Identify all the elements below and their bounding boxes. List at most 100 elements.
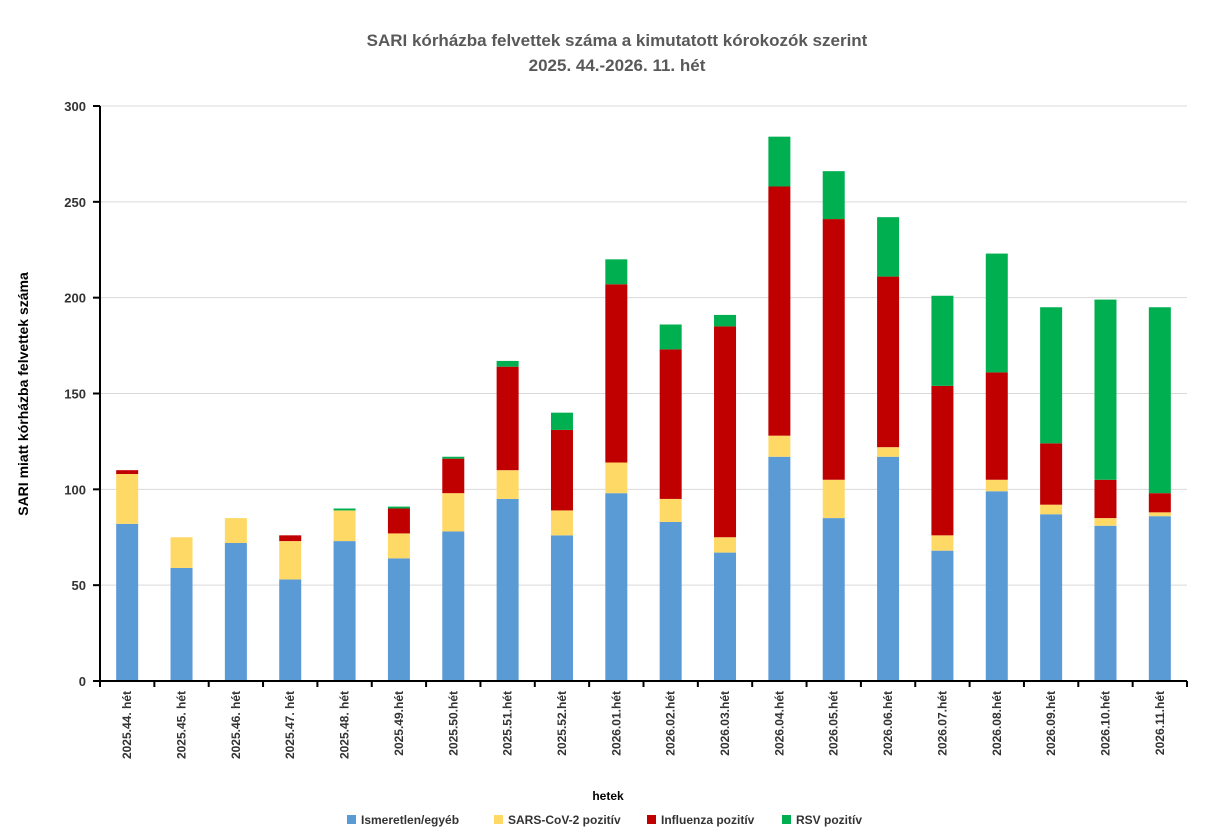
y-tick-label: 100 <box>64 482 86 497</box>
bar-segment <box>1094 525 1117 681</box>
bar-segment <box>822 219 845 480</box>
bar-segment <box>768 435 791 457</box>
axes: 0 50 100 150 200 250 300 2025.44. hét 2025.45. h… <box>64 99 1188 759</box>
bar-segment <box>387 533 410 559</box>
x-tick-label: 2026.07.hét <box>935 691 949 756</box>
bar-segment <box>768 186 791 436</box>
bar-segment <box>985 479 1008 492</box>
legend-swatch <box>347 815 356 824</box>
bar-stack <box>768 136 791 681</box>
bar-segment <box>931 535 954 551</box>
y-tick-label: 150 <box>64 387 86 402</box>
x-tick-label: 2025.50.hét <box>446 691 460 756</box>
legend-item: RSV pozitív <box>782 813 862 827</box>
bar-segment <box>116 470 139 474</box>
x-tick-label: 2025.49.hét <box>392 691 406 756</box>
legend-item: SARS-CoV-2 pozitív <box>494 813 621 827</box>
bar-segment <box>550 429 573 511</box>
bar-segment <box>659 498 682 522</box>
bar-stack <box>714 314 737 681</box>
legend-label: RSV pozitív <box>796 813 862 827</box>
bar-segment <box>877 217 900 277</box>
bar-segment <box>659 324 682 350</box>
x-tick-label: 2025.45. hét <box>175 691 189 759</box>
y-tick-label: 250 <box>64 195 86 210</box>
bar-segment <box>333 508 356 511</box>
bar-segment <box>1094 299 1117 480</box>
bar-segment <box>659 521 682 681</box>
x-tick-label: 2026.06.hét <box>881 691 895 756</box>
x-tick-label: 2025.51.hét <box>501 691 515 756</box>
legend: Ismeretlen/egyéb SARS-CoV-2 pozitív Influe… <box>347 813 862 827</box>
bar-segment <box>116 523 139 681</box>
bar-segment <box>224 543 247 681</box>
bar-segment <box>442 493 465 532</box>
bar-segment <box>877 447 900 457</box>
bar-segment <box>822 518 845 681</box>
bar-stack <box>442 456 465 681</box>
bar-segment <box>931 295 954 386</box>
chart-title: SARI kórházba felvettek száma a kimutato… <box>367 31 868 50</box>
bar-segment <box>605 284 628 463</box>
bar-segment <box>877 456 900 681</box>
x-tick-label: 2026.04.hét <box>772 691 786 756</box>
bar-segment <box>442 458 465 494</box>
legend-item: Ismeretlen/egyéb <box>347 813 459 827</box>
bar-stack <box>931 295 954 681</box>
bar-segment <box>1094 518 1117 526</box>
y-tick-label: 50 <box>72 578 86 593</box>
bar-segment <box>605 462 628 494</box>
bar-stack <box>605 259 628 681</box>
legend-label: Influenza pozitív <box>661 813 755 827</box>
bar-segment <box>387 506 410 509</box>
x-tick-label: 2025.52.hét <box>555 691 569 756</box>
bar-segment <box>224 518 247 543</box>
bar-stack <box>877 217 900 681</box>
x-tick-label: 2026.09.hét <box>1044 691 1058 756</box>
legend-swatch <box>647 815 656 824</box>
bar-segment <box>1148 493 1171 513</box>
bar-stack <box>1094 299 1117 681</box>
bar-segment <box>931 550 954 681</box>
bar-segment <box>768 456 791 681</box>
bar-stack <box>387 506 410 681</box>
bar-stack <box>333 508 356 681</box>
bar-segment <box>279 535 302 542</box>
bar-segment <box>1040 514 1063 681</box>
bar-segment <box>659 349 682 499</box>
y-tick-label: 200 <box>64 291 86 306</box>
bar-stack <box>659 324 682 681</box>
y-tick-label: 0 <box>79 674 86 689</box>
bar-segment <box>605 259 628 285</box>
x-tick-label: 2026.02.hét <box>664 691 678 756</box>
bar-segment <box>170 567 193 681</box>
bar-segment <box>496 366 519 471</box>
bar-segment <box>333 541 356 681</box>
bars <box>116 136 1171 681</box>
x-tick-label: 2026.10.hét <box>1098 691 1112 756</box>
bar-segment <box>877 276 900 448</box>
bar-segment <box>1148 516 1171 681</box>
bar-segment <box>279 541 302 580</box>
bar-segment <box>496 498 519 681</box>
bar-stack <box>985 253 1008 681</box>
bar-segment <box>442 531 465 681</box>
bar-segment <box>822 171 845 220</box>
legend-label: SARS-CoV-2 pozitív <box>508 813 621 827</box>
bar-stack <box>224 518 247 681</box>
bar-segment <box>931 385 954 536</box>
x-axis-label: hetek <box>592 789 624 803</box>
x-tick-label: 2025.44. hét <box>120 691 134 759</box>
bar-stack <box>1148 307 1171 681</box>
bar-segment <box>1148 307 1171 494</box>
bar-segment <box>1148 512 1171 517</box>
y-axis-label: SARI miatt kórházba felvettek száma <box>15 272 31 516</box>
x-tick-label: 2025.46. hét <box>229 691 243 759</box>
bar-stack <box>496 360 519 681</box>
bar-segment <box>1094 479 1117 519</box>
legend-swatch <box>494 815 503 824</box>
x-tick-label: 2025.48. hét <box>338 691 352 759</box>
bar-stack <box>170 537 193 681</box>
